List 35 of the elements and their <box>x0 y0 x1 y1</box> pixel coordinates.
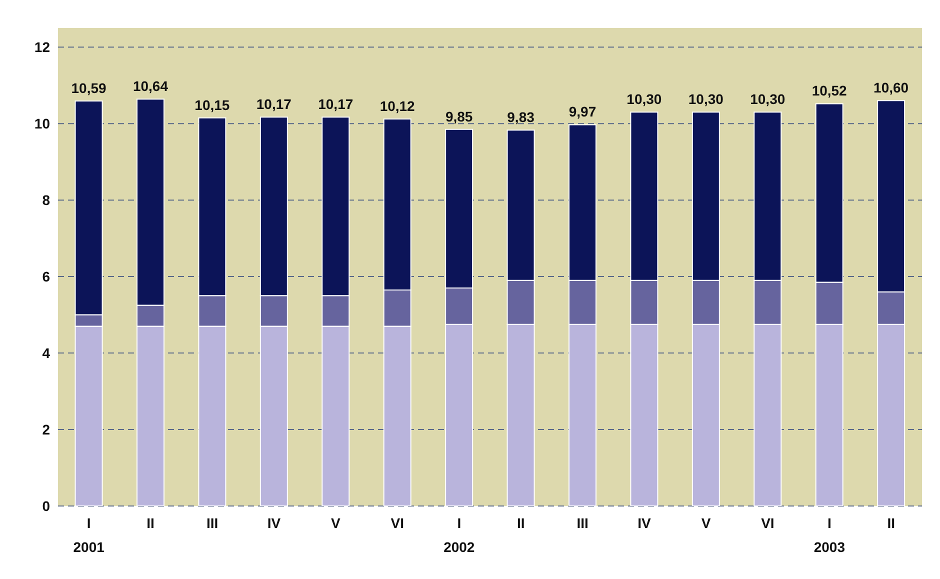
total-label: 9,97 <box>568 104 596 120</box>
x-tick-label: II <box>887 515 896 531</box>
total-label: 10,30 <box>626 91 662 108</box>
x-tick-label: V <box>331 515 342 531</box>
y-tick-label: 12 <box>34 39 50 56</box>
x-tick-label: V <box>701 515 712 531</box>
x-tick-label: I 2002 <box>444 515 475 555</box>
total-label: 10,30 <box>750 91 786 108</box>
total-label: 10,59 <box>71 80 107 96</box>
x-tick-label: IV <box>638 515 652 531</box>
y-tick-label: 4 <box>42 345 50 362</box>
x-tick-label: IV <box>267 515 282 531</box>
x-tick-label: III <box>576 515 588 531</box>
total-label: 10,17 <box>318 96 354 112</box>
total-label: 9,83 <box>507 109 535 126</box>
y-tick-label: 2 <box>42 421 50 438</box>
total-label: 10,30 <box>688 91 724 108</box>
x-tick-label: VI <box>761 515 774 531</box>
total-label: 10,17 <box>256 96 292 112</box>
x-tick-label: II <box>146 515 154 531</box>
total-label: 10,52 <box>812 82 848 99</box>
total-label: 10,15 <box>194 96 230 113</box>
y-tick-label: 6 <box>42 268 50 285</box>
x-tick-label: II <box>516 515 525 531</box>
y-tick-label: 8 <box>42 192 50 208</box>
total-label: 10,64 <box>132 78 168 94</box>
total-label: 10,12 <box>380 98 416 114</box>
y-tick-label: 0 <box>42 498 50 514</box>
total-label: 10,60 <box>874 80 909 96</box>
x-tick-label: III <box>206 515 218 531</box>
x-tick-label: VI <box>390 515 404 531</box>
x-tick-label: I 2003 <box>814 515 846 555</box>
x-tick-label: I 2001 <box>73 515 105 555</box>
y-tick-label: 10 <box>34 116 50 132</box>
total-label: 9,85 <box>445 108 473 124</box>
